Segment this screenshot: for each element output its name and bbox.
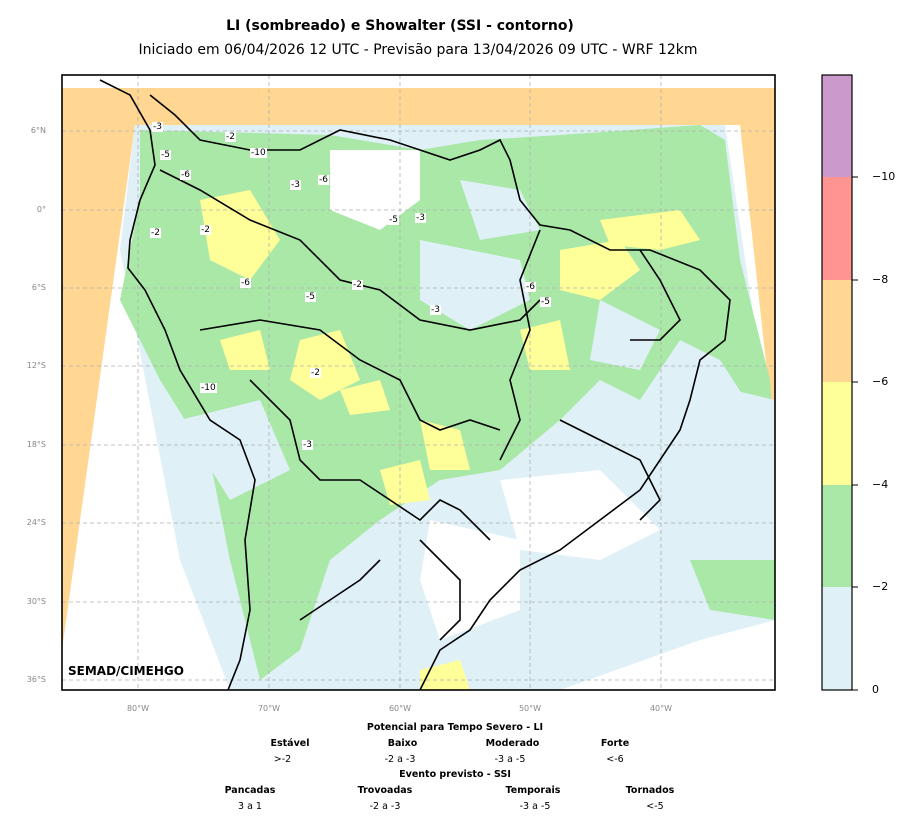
li-cat-moderado-range: -3 a -5: [494, 754, 526, 765]
ssi-contour-label: -2: [225, 132, 236, 142]
ssi-contour-label: -3: [415, 213, 426, 223]
ssi-contour-label: -3: [430, 305, 441, 315]
ssi-contour-label: -2: [200, 225, 211, 235]
pacific-coastline: [99, 79, 256, 690]
li-4-6-shading: [200, 190, 280, 280]
atlantic-coastline: [149, 94, 731, 690]
ssi-legend-title: Evento previsto - SSI: [399, 769, 511, 780]
ssi-contour-label: -3: [290, 180, 301, 190]
colorbar-tick-0: 0: [872, 683, 879, 696]
colorbar-tick-10: −10: [872, 170, 896, 183]
graticule: [62, 75, 775, 690]
ssi-cat-pancadas-range: 3 a 1: [238, 801, 262, 812]
colorbar-tick-8: −8: [872, 273, 889, 286]
ssi-contour-label: -6: [180, 170, 191, 180]
credit-label: SEMAD/CIMEHGO: [68, 664, 184, 678]
ssi-cat-trovoadas-label: Trovoadas: [357, 785, 413, 796]
ssi-contour-label: -5: [305, 292, 316, 302]
ssi-contour-label: -5: [540, 297, 551, 307]
map-title: LI (sombreado) e Showalter (SSI - contor…: [226, 18, 574, 34]
lat-label-30s: 30°S: [26, 597, 46, 606]
li-legend-title: Potencial para Tempo Severo - LI: [366, 722, 544, 733]
colorbar-segment-10-plus: [822, 75, 852, 177]
colorbar-segment-4-6: [822, 382, 852, 485]
lat-label-12s: 12°S: [26, 361, 46, 370]
ssi-contour-label: -6: [240, 278, 251, 288]
colorbar-tick-6: −6: [872, 375, 889, 388]
lat-label-6s: 6°S: [31, 283, 46, 292]
ssi-contour-label: -2: [310, 368, 321, 378]
lon-label-80w: 80°W: [126, 704, 150, 713]
ssi-cat-tornados-label: Tornados: [625, 785, 675, 796]
colorbar: [821, 74, 858, 691]
colorbar-segment-0-2: [822, 587, 852, 690]
ssi-contour-label: -5: [388, 215, 399, 225]
colorbar-tick-2: −2: [872, 580, 889, 593]
colorbar-segment-6-8: [822, 280, 852, 382]
ssi-contour-label: -2: [150, 228, 161, 238]
li-cat-estavel-label: Estável: [270, 738, 310, 749]
li-cat-forte-label: Forte: [600, 738, 630, 749]
lon-label-60w: 60°W: [388, 704, 412, 713]
ssi-cat-tornados-range: <-5: [646, 801, 664, 812]
colorbar-segment-8-10: [822, 177, 852, 280]
colorbar-tick-4: −4: [872, 478, 889, 491]
ssi-cat-trovoadas-range: -2 a -3: [369, 801, 401, 812]
ssi-contour-label: -3: [302, 440, 313, 450]
li-cat-estavel-range: >-2: [273, 754, 292, 765]
ssi-cat-pancadas-label: Pancadas: [224, 785, 276, 796]
ssi-contour-label: -10: [200, 383, 217, 393]
li-shading: [62, 75, 775, 690]
ssi-contour-label: -6: [525, 282, 536, 292]
colorbar-segment-2-4: [822, 485, 852, 587]
map-subtitle: Iniciado em 06/04/2026 12 UTC - Previsão…: [138, 42, 698, 58]
lon-label-40w: 40°W: [649, 704, 673, 713]
li-cat-baixo-range: -2 a -3: [384, 754, 416, 765]
ssi-contour-label: -2: [352, 280, 363, 290]
li-cat-baixo-label: Baixo: [387, 738, 418, 749]
lon-label-70w: 70°W: [257, 704, 281, 713]
ssi-contour-label: -10: [250, 148, 267, 158]
li-cat-forte-range: <-6: [606, 754, 624, 765]
ssi-cat-temporais-label: Temporais: [505, 785, 561, 796]
lat-label-0: 0°: [36, 205, 46, 214]
lat-label-18s: 18°S: [26, 440, 46, 449]
lat-label-36s: 36°S: [26, 675, 46, 684]
map-frame: [61, 74, 776, 691]
ssi-contour-label: -5: [160, 150, 171, 160]
lon-label-50w: 50°W: [518, 704, 542, 713]
ssi-cat-temporais-range: -3 a -5: [519, 801, 551, 812]
lat-label-6n: 6°N: [30, 126, 46, 135]
ssi-contour-label: -6: [318, 175, 329, 185]
ssi-contour-label: -3: [152, 122, 163, 132]
lat-label-24s: 24°S: [26, 518, 46, 527]
li-cat-moderado-label: Moderado: [485, 738, 540, 749]
